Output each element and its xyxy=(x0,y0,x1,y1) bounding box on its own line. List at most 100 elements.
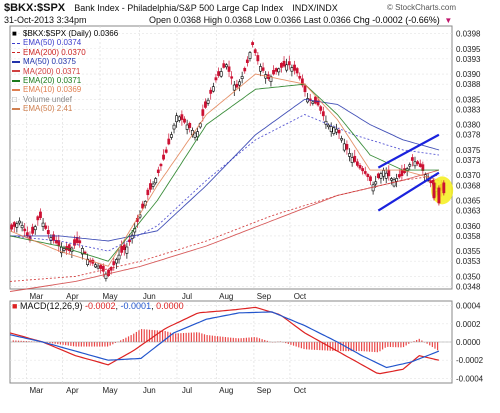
candle-body xyxy=(230,76,234,79)
legend-label: EMA(50) 0.0374 xyxy=(23,38,82,48)
candle-body xyxy=(298,75,302,79)
macd-histogram-bar xyxy=(122,339,124,342)
candle-body xyxy=(225,64,228,68)
y-tick-label: 0.0375 xyxy=(456,146,481,155)
legend-item: ■ $BKX:$SPX (Daily) 0.0366 xyxy=(12,29,118,38)
candle-body xyxy=(188,123,192,128)
candle-body xyxy=(125,246,129,254)
legend-label: $BKX:$SPX (Daily) 0.0366 xyxy=(23,29,119,38)
macd-histogram-bar xyxy=(196,332,198,342)
x-tick-label: Jun xyxy=(143,386,156,395)
macd-histogram-bar xyxy=(15,340,17,342)
y-tick-label: 0.0348 xyxy=(456,282,481,291)
macd-histogram-bar xyxy=(290,342,292,345)
candle-body xyxy=(335,128,338,133)
candle-body xyxy=(41,222,45,227)
macd-histogram-bar xyxy=(201,333,203,342)
candle-body xyxy=(316,100,320,106)
macd-histogram-bar xyxy=(180,333,182,342)
x-tick-label: Apr xyxy=(66,386,79,395)
macd-histogram-bar xyxy=(358,342,360,352)
macd-histogram-bar xyxy=(405,342,407,346)
candle-body xyxy=(112,261,116,266)
candle-body xyxy=(376,173,380,179)
candle-body xyxy=(115,259,118,264)
macd-histogram-bar xyxy=(209,335,211,342)
macd-histogram-bar xyxy=(112,342,114,345)
ma-line xyxy=(9,73,440,267)
legend-swatch xyxy=(12,107,20,110)
legend-label: EMA(200) 0.0370 xyxy=(23,47,86,57)
macd-histogram-bar xyxy=(214,335,216,342)
macd-line xyxy=(9,306,440,375)
macd-histogram-bar xyxy=(127,336,130,342)
candle-body xyxy=(15,223,19,228)
legend-item: MA(200) 0.0371 xyxy=(12,67,118,76)
macd-histogram-bar xyxy=(258,338,261,342)
macd-histogram-bar xyxy=(143,329,145,342)
price-panel-frame xyxy=(9,25,453,290)
candle-body xyxy=(183,118,186,123)
macd-histogram-bar xyxy=(141,329,143,342)
candle-body xyxy=(94,264,97,268)
macd-histogram-bar xyxy=(104,342,106,347)
candle-body xyxy=(274,68,278,72)
macd-histogram-bar xyxy=(20,340,22,342)
macd-label: MACD(12,26,9) xyxy=(19,301,83,311)
y-tick-label: 0.0363 xyxy=(456,207,481,216)
macd-histogram-bar xyxy=(350,342,352,352)
x-tick-label: Mar xyxy=(29,386,43,395)
macd-histogram-bar xyxy=(261,339,263,342)
candle-body xyxy=(222,63,226,68)
macd-histogram-bar xyxy=(421,340,423,342)
y-tick-label: 0.0383 xyxy=(456,105,481,114)
macd-histogram-bar xyxy=(96,342,98,347)
legend-label: MA(200) 0.0371 xyxy=(23,66,81,76)
macd-histogram-bar xyxy=(371,342,373,352)
candle-body xyxy=(321,111,325,117)
macd-histogram-bar xyxy=(379,342,381,352)
legend-swatch: □ xyxy=(12,94,17,104)
legend-item: EMA(50) 0.0374 xyxy=(12,38,118,47)
macd-histogram-bar xyxy=(23,340,25,342)
candle-body xyxy=(361,168,365,172)
macd-histogram-bar xyxy=(368,342,371,352)
legend-label: EMA(50) 2.41 xyxy=(23,104,73,114)
macd-histogram-bar xyxy=(151,329,153,342)
macd-histogram-bar xyxy=(216,336,219,342)
candle-body xyxy=(214,77,218,81)
macd-histogram-bar xyxy=(17,340,20,342)
macd-histogram-bar xyxy=(156,330,158,342)
macd-histogram-bar xyxy=(49,342,51,344)
macd-histogram-bar xyxy=(54,342,56,344)
candle-body xyxy=(156,169,160,173)
candle-body xyxy=(80,248,84,255)
candle-body xyxy=(175,115,179,123)
channel-upper-line xyxy=(377,133,440,169)
macd-histogram-bar xyxy=(237,338,240,342)
macd-histogram-bar xyxy=(28,341,30,342)
y-tick-label: 0.0388 xyxy=(456,80,481,89)
y-tick-label: 0.0358 xyxy=(456,232,481,241)
macd-histogram-bar xyxy=(426,342,428,344)
candle-body xyxy=(408,164,412,167)
candle-body xyxy=(227,66,231,72)
candle-body xyxy=(332,127,336,134)
macd-histogram-bar xyxy=(106,342,109,347)
candle-body xyxy=(62,248,66,251)
macd-histogram-bar xyxy=(109,342,111,346)
channel-lower-line xyxy=(377,171,440,212)
candle-body xyxy=(31,226,34,234)
y-tick-label: 0.0380 xyxy=(456,121,481,130)
candle-body xyxy=(219,71,223,77)
candle-body xyxy=(337,129,341,134)
macd-histogram-bar xyxy=(93,342,96,347)
candle-body xyxy=(12,222,16,227)
candle-body xyxy=(44,225,48,229)
last-value: Last 0.0366 xyxy=(303,15,351,25)
macd-histogram-bar xyxy=(70,342,72,346)
macd-y-tick-label: 0.0004 xyxy=(456,302,481,311)
macd-histogram-bar xyxy=(12,340,14,342)
x-tick-label: Oct xyxy=(294,386,307,395)
candle-body xyxy=(400,169,404,177)
